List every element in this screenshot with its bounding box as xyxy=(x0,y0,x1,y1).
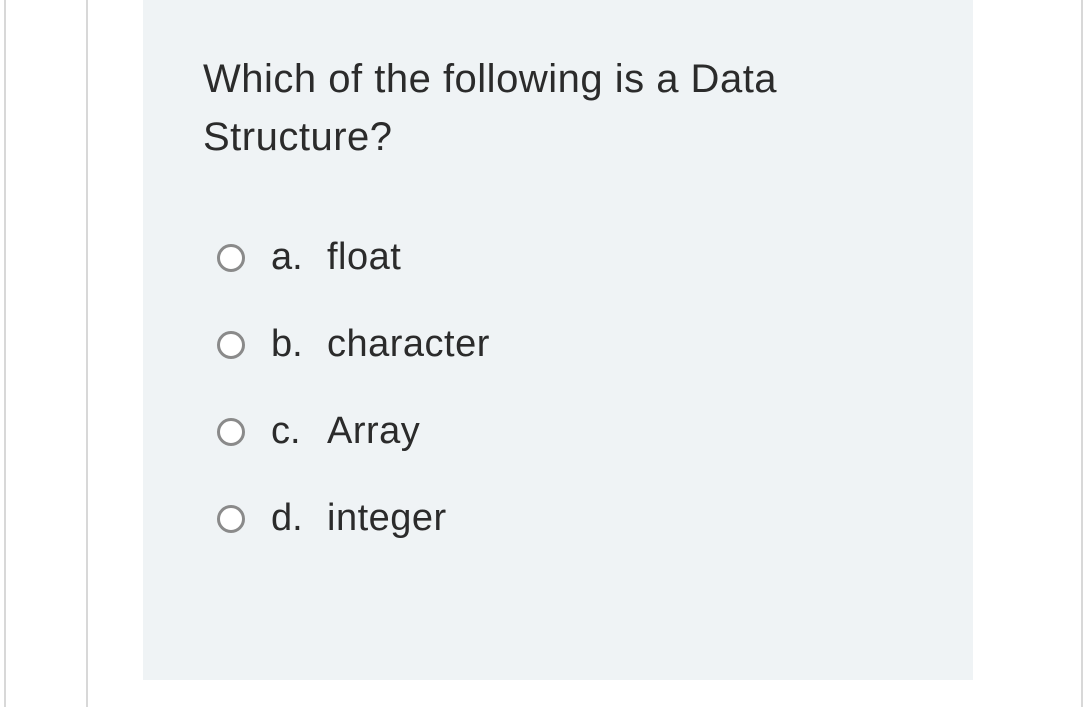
outer-border-right xyxy=(1081,0,1083,707)
option-row-b[interactable]: b. character xyxy=(217,323,913,366)
option-row-c[interactable]: c. Array xyxy=(217,410,913,453)
question-text: Which of the following is a Data Structu… xyxy=(203,50,913,166)
inner-border-left xyxy=(86,0,88,707)
option-label: Array xyxy=(327,410,420,453)
question-card: Which of the following is a Data Structu… xyxy=(143,0,973,680)
option-letter: a. xyxy=(271,236,327,279)
option-letter: b. xyxy=(271,323,327,366)
option-letter: c. xyxy=(271,410,327,453)
radio-icon[interactable] xyxy=(217,418,245,446)
option-row-d[interactable]: d. integer xyxy=(217,497,913,540)
option-row-a[interactable]: a. float xyxy=(217,236,913,279)
radio-icon[interactable] xyxy=(217,505,245,533)
option-label: character xyxy=(327,323,490,366)
option-letter: d. xyxy=(271,497,327,540)
outer-border-left xyxy=(4,0,6,707)
radio-icon[interactable] xyxy=(217,331,245,359)
options-container: a. float b. character c. Array d. intege… xyxy=(203,236,913,540)
radio-icon[interactable] xyxy=(217,244,245,272)
option-label: float xyxy=(327,236,401,279)
option-label: integer xyxy=(327,497,447,540)
